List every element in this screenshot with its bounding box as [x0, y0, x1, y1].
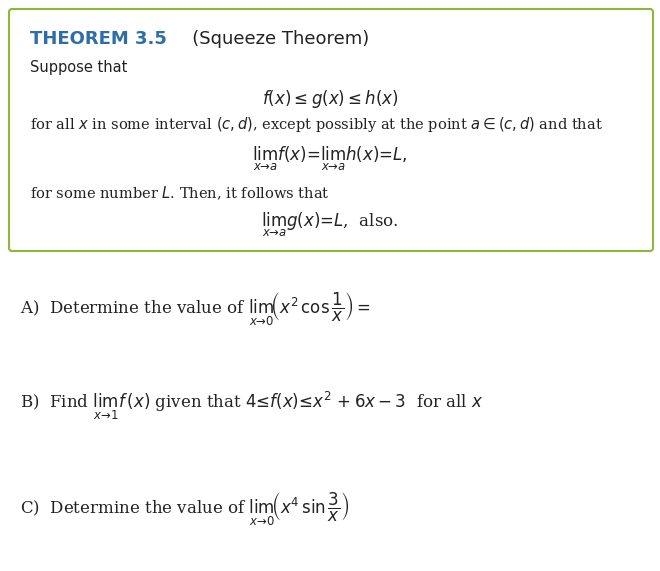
Text: A)  Determine the value of $\lim_{x \to 0}\!\left( x^2 \cos\dfrac{1}{x} \right) : A) Determine the value of $\lim_{x \to 0… [20, 290, 370, 328]
Text: for all $x$ in some interval $(c, d)$, except possibly at the point $a \in (c, d: for all $x$ in some interval $(c, d)$, e… [30, 115, 603, 134]
Text: for some number $L$. Then, it follows that: for some number $L$. Then, it follows th… [30, 185, 330, 202]
Text: B)  Find $\lim_{x \to 1} f\,(x)$ given that $4 \leq f(x) \leq x^2 + 6x - 3$  for: B) Find $\lim_{x \to 1} f\,(x)$ given th… [20, 390, 483, 423]
Text: C)  Determine the value of $\lim_{x \to 0}\!\left( x^4 \sin\dfrac{3}{x} \right)$: C) Determine the value of $\lim_{x \to 0… [20, 490, 350, 528]
Text: $f(x) \leq g(x) \leq h(x)$: $f(x) \leq g(x) \leq h(x)$ [261, 88, 399, 110]
Text: Suppose that: Suppose that [30, 60, 127, 75]
Text: THEOREM 3.5: THEOREM 3.5 [30, 30, 167, 48]
Text: $\lim_{x \to a} g(x) = L$,  also.: $\lim_{x \to a} g(x) = L$, also. [261, 211, 399, 239]
Text: (Squeeze Theorem): (Squeeze Theorem) [175, 30, 369, 48]
Text: $\lim_{x \to a} f(x) = \lim_{x \to a} h(x) = L,$: $\lim_{x \to a} f(x) = \lim_{x \to a} h(… [252, 145, 408, 173]
FancyBboxPatch shape [9, 9, 653, 251]
